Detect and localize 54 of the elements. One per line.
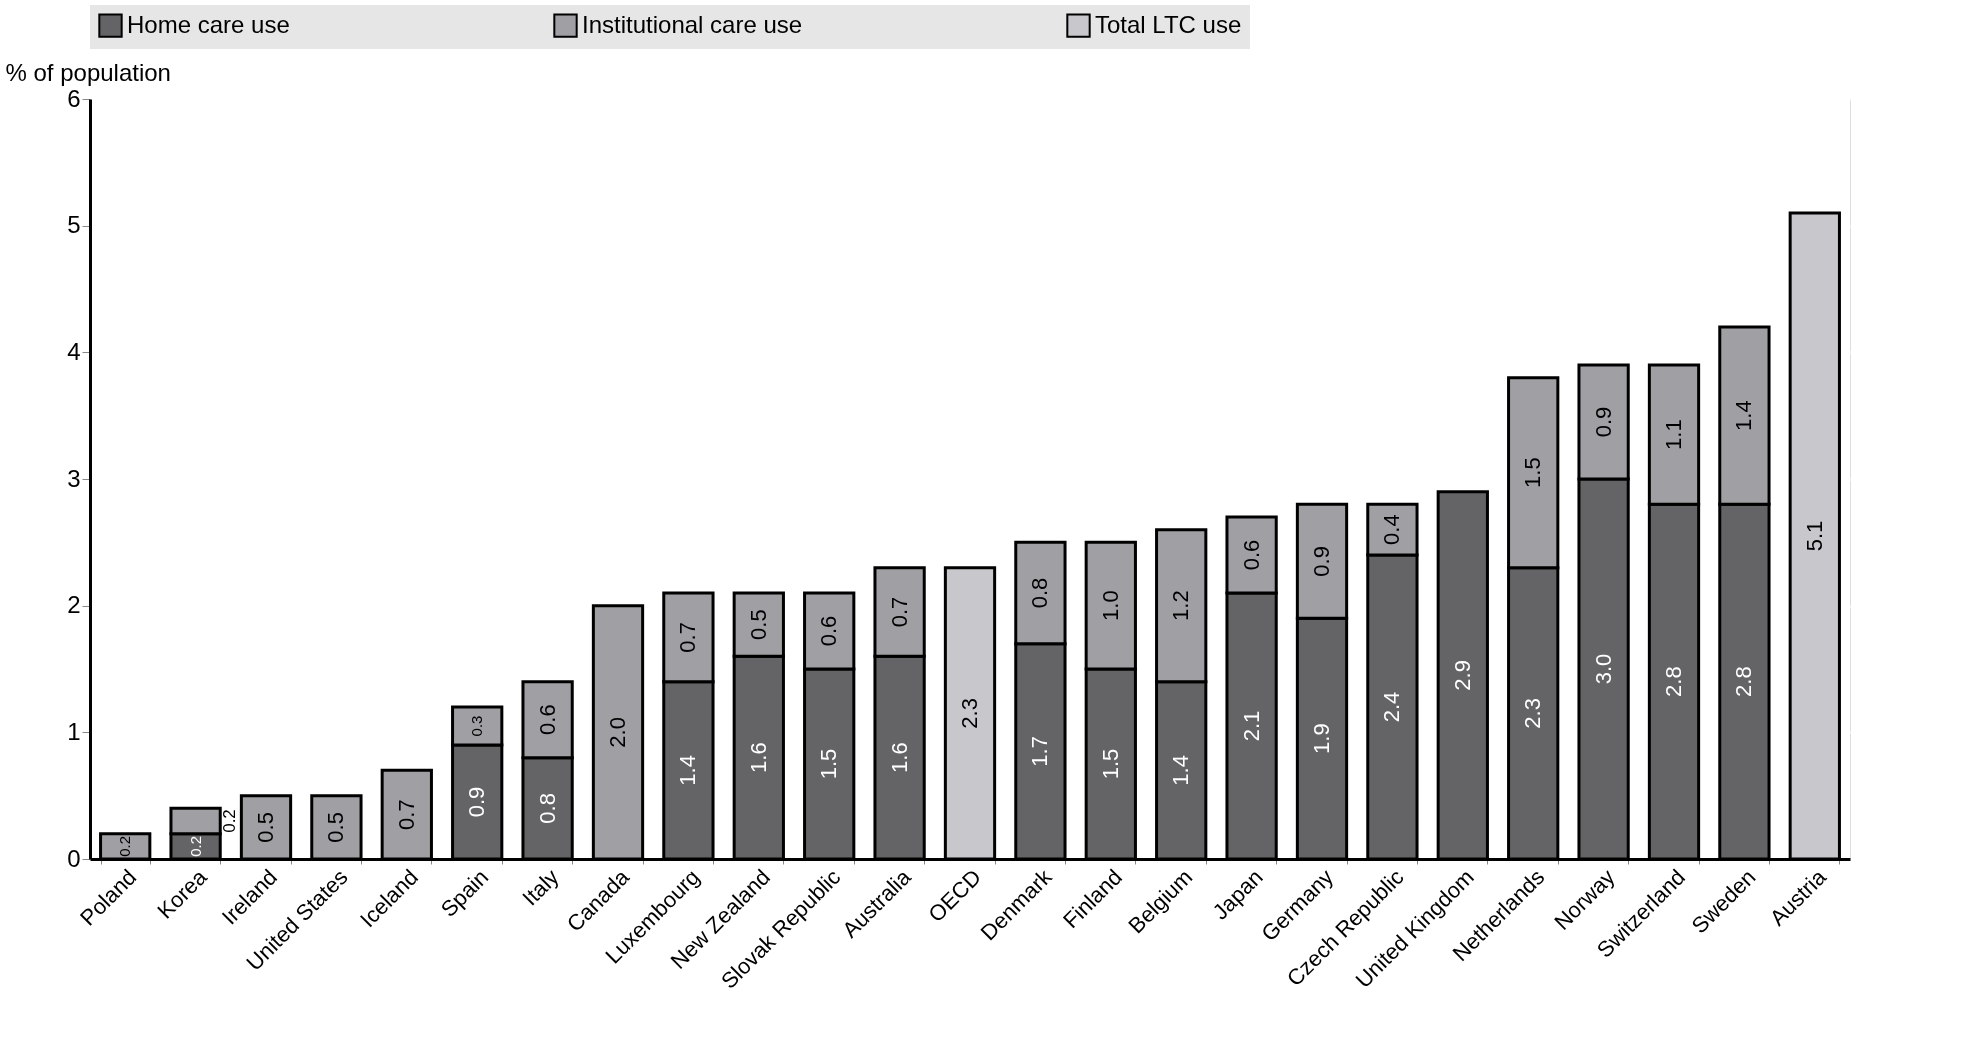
legend-label: Institutional care use [582, 10, 803, 38]
data-label: 1.4 [675, 755, 701, 786]
data-label: 1.5 [816, 748, 842, 780]
data-label: 0.5 [745, 609, 771, 640]
data-label: 0.7 [393, 799, 419, 830]
data-label: 0.7 [886, 596, 912, 628]
data-label: 0.7 [675, 622, 701, 653]
data-label: 0.4 [1379, 514, 1405, 545]
data-label: 2.3 [1520, 698, 1546, 729]
data-label: 0.9 [464, 786, 490, 818]
data-label: 0.3 [468, 715, 486, 737]
data-label: 3.0 [1590, 653, 1616, 685]
y-tick-label: 2 [67, 591, 81, 619]
data-label: 0.5 [323, 812, 349, 843]
data-label: 0.2 [186, 835, 204, 857]
data-label: 2.3 [957, 698, 982, 729]
data-label: 1.4 [1168, 755, 1194, 786]
legend-label: Home care use [127, 10, 290, 38]
data-label: 1.1 [1661, 419, 1686, 450]
y-tick-label: 4 [67, 337, 81, 365]
y-tick-label: 1 [67, 717, 81, 745]
data-label: 0.5 [253, 812, 278, 843]
data-label: 1.7 [1027, 736, 1053, 767]
data-label: 5.1 [1801, 520, 1827, 552]
data-label: 1.6 [886, 742, 912, 773]
data-label: 0.8 [1027, 577, 1053, 609]
data-label: 1.0 [1097, 590, 1123, 621]
data-label: 0.2 [219, 809, 239, 833]
data-label: 0.6 [816, 615, 842, 647]
data-label: 1.2 [1168, 590, 1194, 621]
data-label: 0.6 [1238, 539, 1264, 571]
y-tick-label: 3 [67, 464, 81, 492]
data-label: 2.8 [1661, 666, 1686, 697]
x-tick-label: Italy [517, 864, 564, 911]
data-label: 2.4 [1379, 691, 1405, 723]
y-axis-title: % of population [5, 58, 171, 86]
data-label: 0.9 [1309, 546, 1334, 577]
data-label: 2.0 [605, 717, 630, 748]
data-label: 1.6 [745, 742, 771, 773]
data-label: 0.9 [1590, 406, 1616, 438]
y-tick-label: 0 [67, 844, 81, 872]
data-label: 0.8 [534, 793, 560, 824]
data-label: 2.1 [1238, 710, 1264, 742]
legend-label: Total LTC use [1095, 10, 1242, 38]
data-label: 0.6 [534, 704, 560, 735]
data-label: 1.9 [1309, 723, 1334, 754]
data-label: 2.8 [1731, 666, 1757, 697]
data-label: 1.5 [1520, 457, 1546, 488]
data-label: 1.4 [1731, 400, 1757, 431]
y-tick-label: 5 [67, 211, 81, 239]
data-label: 1.5 [1097, 748, 1123, 780]
data-label: 2.9 [1449, 660, 1475, 691]
y-tick-label: 6 [67, 84, 81, 112]
data-label: 0.2 [116, 835, 134, 857]
